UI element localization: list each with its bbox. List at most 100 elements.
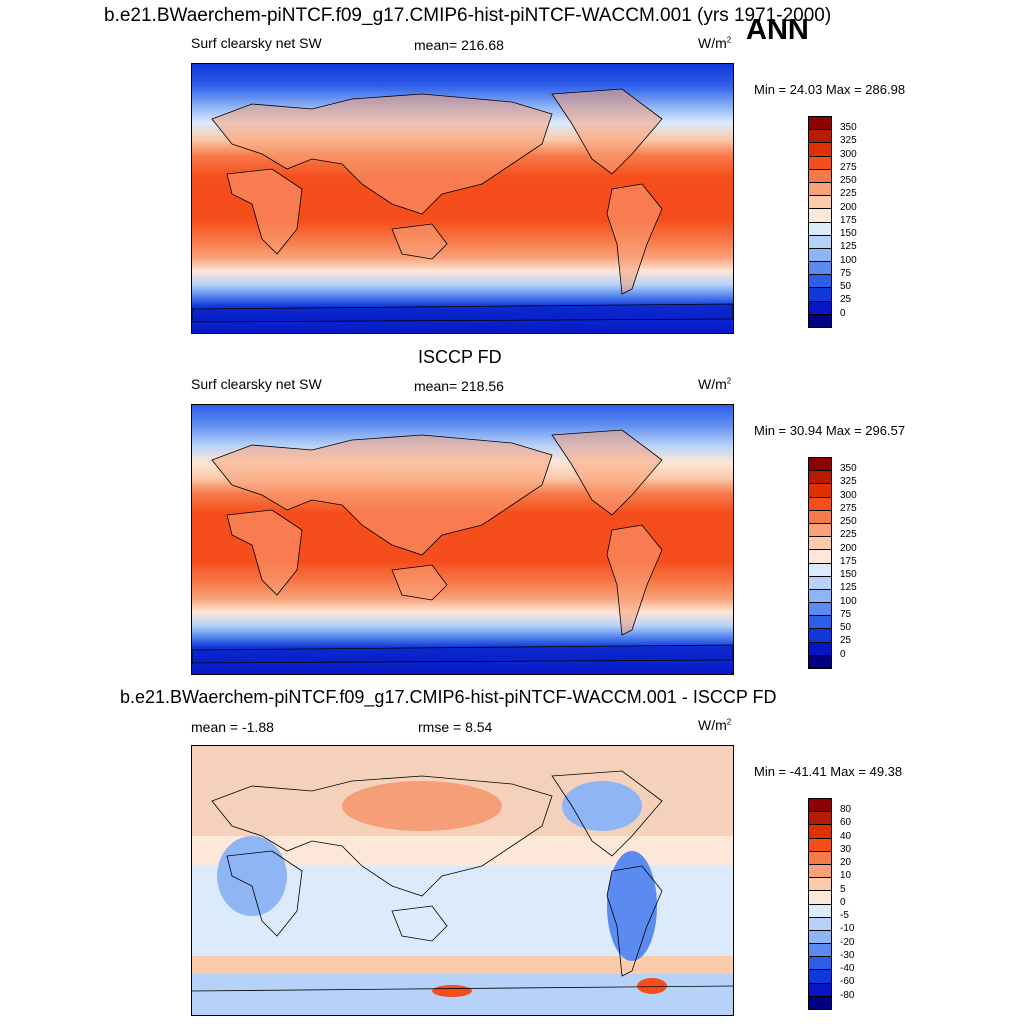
panel2-units-exponent: 2 <box>726 376 732 386</box>
figure-title: b.e21.BWaerchem-piNTCF.f09_g17.CMIP6-his… <box>104 5 832 26</box>
cbar-label: 25 <box>840 294 852 305</box>
south-america-outline <box>606 524 663 636</box>
cbar-label: 275 <box>840 162 857 173</box>
eurasia-outline <box>211 775 553 897</box>
cbar-seg <box>809 155 831 169</box>
cbar-seg <box>809 129 831 143</box>
cbar-seg <box>809 602 831 616</box>
cbar-label: 80 <box>840 804 852 815</box>
cbar-seg <box>809 536 831 550</box>
cbar-label: 250 <box>840 175 857 186</box>
cbar-seg <box>809 824 831 838</box>
panel1-mean: mean= 216.68 <box>414 37 504 53</box>
cbar-seg <box>809 234 831 248</box>
cbar-seg <box>809 877 831 891</box>
cbar-label: 50 <box>840 281 852 292</box>
australia-outline <box>391 564 448 601</box>
panel3-colorbar <box>808 798 832 1010</box>
cbar-label: 150 <box>840 569 857 580</box>
cbar-seg <box>809 562 831 576</box>
cbar-label: 200 <box>840 543 857 554</box>
cbar-seg <box>809 195 831 209</box>
panel3-coastlines <box>192 770 733 992</box>
north-america-outline <box>551 429 663 516</box>
cbar-label: -10 <box>840 923 855 934</box>
cbar-label: 325 <box>840 476 857 487</box>
cbar-seg <box>809 261 831 275</box>
antarctica-outline <box>192 644 733 664</box>
cbar-label: 350 <box>840 122 857 133</box>
cbar-label: 25 <box>840 635 852 646</box>
cbar-label: 75 <box>840 268 852 279</box>
cbar-label: 175 <box>840 215 857 226</box>
panel3-map <box>191 745 734 1016</box>
cbar-label: 225 <box>840 529 857 540</box>
cbar-label: 125 <box>840 241 857 252</box>
cbar-label: 0 <box>840 897 846 908</box>
eurasia-outline <box>211 93 553 215</box>
panel1-units-exponent: 2 <box>726 35 732 45</box>
cbar-seg <box>809 300 831 314</box>
cbar-label: -20 <box>840 937 855 948</box>
cbar-label: 50 <box>840 622 852 633</box>
antarctica-outline <box>192 303 733 323</box>
cbar-seg <box>809 247 831 262</box>
panel2-variable: Surf clearsky net SW <box>191 376 322 392</box>
panel1-units-text: W/m <box>698 35 727 51</box>
cbar-label: 175 <box>840 556 857 567</box>
cbar-seg <box>809 799 831 812</box>
cbar-seg <box>809 903 831 917</box>
cbar-label: 300 <box>840 149 857 160</box>
cbar-seg <box>809 549 831 563</box>
africa-anomaly <box>217 836 287 916</box>
cbar-seg <box>809 274 831 288</box>
asia-anomaly <box>342 781 502 831</box>
cbar-label: 200 <box>840 202 857 213</box>
cbar-seg <box>809 943 831 957</box>
cbar-label: -30 <box>840 950 855 961</box>
panel1-coastlines <box>192 88 733 323</box>
cbar-seg <box>809 470 831 484</box>
cbar-seg <box>809 850 831 864</box>
panel1-units: W/m2 <box>698 35 731 51</box>
cbar-seg <box>809 811 831 825</box>
africa-outline <box>226 168 303 255</box>
eurasia-outline <box>211 434 553 556</box>
cbar-seg <box>809 588 831 603</box>
australia-outline <box>391 223 448 260</box>
cbar-label: 300 <box>840 490 857 501</box>
africa-outline <box>226 509 303 596</box>
cbar-seg <box>809 509 831 523</box>
cbar-seg <box>809 982 831 996</box>
south-america-outline <box>606 865 663 977</box>
season-label: ANN <box>746 14 809 46</box>
cbar-seg <box>809 313 831 327</box>
cbar-label: 325 <box>840 135 857 146</box>
cbar-label: 100 <box>840 596 857 607</box>
panel2-colorbar <box>808 457 832 669</box>
cbar-seg <box>809 654 831 668</box>
panel3-units-exponent: 2 <box>726 717 732 727</box>
cbar-seg <box>809 117 831 130</box>
panel2-units: W/m2 <box>698 376 731 392</box>
panel3-title: b.e21.BWaerchem-piNTCF.f09_g17.CMIP6-his… <box>120 687 777 707</box>
cbar-label: -80 <box>840 990 855 1001</box>
panel2-coastlines <box>192 429 733 664</box>
panel1-colorbar <box>808 116 832 328</box>
antarctic-anomaly <box>432 985 472 997</box>
cbar-label: 225 <box>840 188 857 199</box>
cbar-seg <box>809 208 831 222</box>
north-america-outline <box>551 88 663 175</box>
panel3-anomaly-patches <box>217 781 667 997</box>
cbar-label: -5 <box>840 910 849 921</box>
panel2-minmax: Min = 30.94 Max = 296.57 <box>754 423 906 438</box>
panel3-units-text: W/m <box>698 717 727 733</box>
panel3-mean: mean = -1.88 <box>191 719 274 735</box>
cbar-label: -60 <box>840 976 855 987</box>
cbar-label: 250 <box>840 516 857 527</box>
panel2-units-text: W/m <box>698 376 727 392</box>
panel3-rmse: rmse = 8.54 <box>418 719 493 735</box>
cbar-label: -40 <box>840 963 855 974</box>
cbar-label: 0 <box>840 649 846 660</box>
cbar-seg <box>809 995 831 1009</box>
